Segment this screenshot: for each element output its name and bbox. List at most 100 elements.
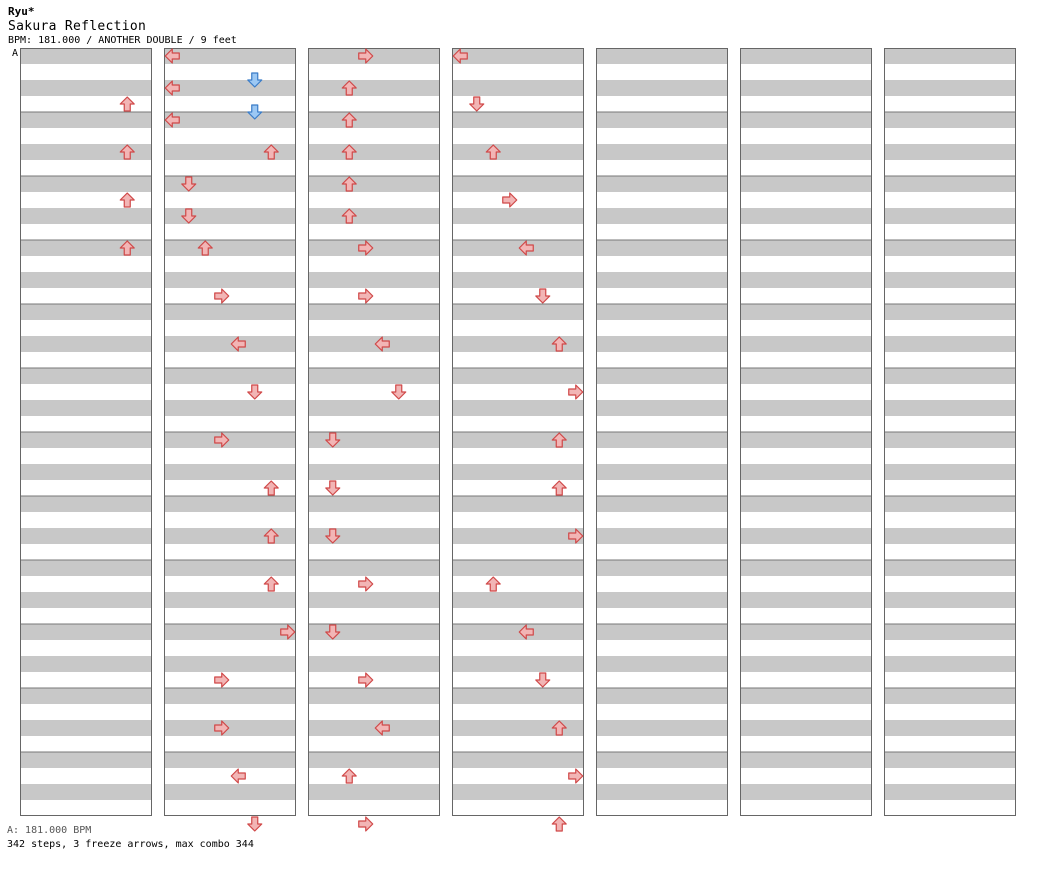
beat-stripe bbox=[452, 560, 584, 576]
beat-stripe bbox=[164, 752, 296, 768]
beat-stripe bbox=[452, 720, 584, 736]
beat-stripe bbox=[308, 720, 440, 736]
column-border bbox=[164, 48, 296, 816]
beat-stripe bbox=[308, 688, 440, 704]
song-title: Sakura Reflection bbox=[8, 19, 147, 34]
column-border bbox=[452, 48, 584, 816]
beat-stripe bbox=[740, 752, 872, 768]
beat-stripe bbox=[452, 688, 584, 704]
beat-stripe bbox=[308, 304, 440, 320]
beat-stripe bbox=[884, 208, 1016, 224]
beat-stripe bbox=[740, 240, 872, 256]
beat-stripe bbox=[20, 208, 152, 224]
beat-stripe bbox=[740, 112, 872, 128]
beat-stripe bbox=[452, 48, 584, 64]
beat-stripe bbox=[308, 464, 440, 480]
beat-stripe bbox=[164, 272, 296, 288]
beat-stripe bbox=[884, 496, 1016, 512]
beat-stripe bbox=[164, 48, 296, 64]
column-border bbox=[884, 48, 1016, 816]
beat-stripe bbox=[164, 400, 296, 416]
beat-stripe bbox=[884, 304, 1016, 320]
beat-stripe bbox=[164, 560, 296, 576]
beat-stripe bbox=[20, 48, 152, 64]
beat-stripe bbox=[308, 592, 440, 608]
beat-stripe bbox=[20, 80, 152, 96]
beat-stripe bbox=[20, 624, 152, 640]
beat-stripe bbox=[452, 784, 584, 800]
beat-stripe bbox=[596, 336, 728, 352]
beat-stripe bbox=[452, 80, 584, 96]
beat-stripe bbox=[596, 144, 728, 160]
beat-stripe bbox=[884, 272, 1016, 288]
beat-stripe bbox=[164, 144, 296, 160]
beat-stripe bbox=[452, 496, 584, 512]
beat-stripe bbox=[164, 176, 296, 192]
beat-stripe bbox=[740, 432, 872, 448]
beat-stripe bbox=[452, 336, 584, 352]
beat-stripe bbox=[20, 176, 152, 192]
beat-stripe bbox=[740, 720, 872, 736]
beat-stripe bbox=[596, 112, 728, 128]
beat-stripe bbox=[308, 272, 440, 288]
chart-column bbox=[596, 48, 728, 816]
beat-stripe bbox=[452, 592, 584, 608]
step-arrow bbox=[358, 816, 374, 832]
beat-stripe bbox=[164, 496, 296, 512]
beat-stripe bbox=[596, 176, 728, 192]
beat-stripe bbox=[596, 304, 728, 320]
beat-stripe bbox=[884, 656, 1016, 672]
beat-stripe bbox=[20, 496, 152, 512]
beat-stripe bbox=[740, 208, 872, 224]
beat-stripe bbox=[164, 688, 296, 704]
beat-stripe bbox=[740, 496, 872, 512]
beat-stripe bbox=[308, 176, 440, 192]
beat-stripe bbox=[308, 624, 440, 640]
beat-stripe bbox=[596, 688, 728, 704]
beat-stripe bbox=[308, 752, 440, 768]
beat-stripe bbox=[740, 48, 872, 64]
beat-stripe bbox=[452, 400, 584, 416]
chart-info: BPM: 181.000 / ANOTHER DOUBLE / 9 feet bbox=[8, 35, 237, 46]
beat-stripe bbox=[596, 432, 728, 448]
column-border bbox=[740, 48, 872, 816]
beat-stripe bbox=[884, 240, 1016, 256]
beat-stripe bbox=[164, 208, 296, 224]
step-arrow bbox=[551, 816, 567, 832]
beat-stripe bbox=[308, 144, 440, 160]
beat-stripe bbox=[740, 400, 872, 416]
beat-stripe bbox=[452, 528, 584, 544]
beat-stripe bbox=[884, 336, 1016, 352]
beat-stripe bbox=[740, 464, 872, 480]
chart-column bbox=[308, 48, 440, 816]
beat-stripe bbox=[164, 624, 296, 640]
beat-stripe bbox=[596, 784, 728, 800]
beat-stripe bbox=[308, 432, 440, 448]
beat-stripe bbox=[884, 400, 1016, 416]
beat-stripe bbox=[20, 240, 152, 256]
beat-stripe bbox=[884, 688, 1016, 704]
beat-stripe bbox=[20, 688, 152, 704]
beat-stripe bbox=[164, 592, 296, 608]
beat-stripe bbox=[20, 432, 152, 448]
beat-stripe bbox=[308, 400, 440, 416]
beat-stripe bbox=[596, 400, 728, 416]
chart-column bbox=[740, 48, 872, 816]
beat-stripe bbox=[884, 560, 1016, 576]
beat-stripe bbox=[884, 784, 1016, 800]
artist-name: Ryu* bbox=[8, 5, 35, 18]
beat-stripe bbox=[164, 464, 296, 480]
beat-stripe bbox=[20, 272, 152, 288]
beat-stripe bbox=[452, 368, 584, 384]
beat-stripe bbox=[596, 752, 728, 768]
beat-stripe bbox=[452, 144, 584, 160]
beat-stripe bbox=[884, 464, 1016, 480]
beat-stripe bbox=[884, 368, 1016, 384]
beat-stripe bbox=[20, 656, 152, 672]
beat-stripe bbox=[884, 720, 1016, 736]
beat-stripe bbox=[596, 720, 728, 736]
beat-stripe bbox=[164, 336, 296, 352]
beat-stripe bbox=[164, 432, 296, 448]
beat-stripe bbox=[164, 720, 296, 736]
